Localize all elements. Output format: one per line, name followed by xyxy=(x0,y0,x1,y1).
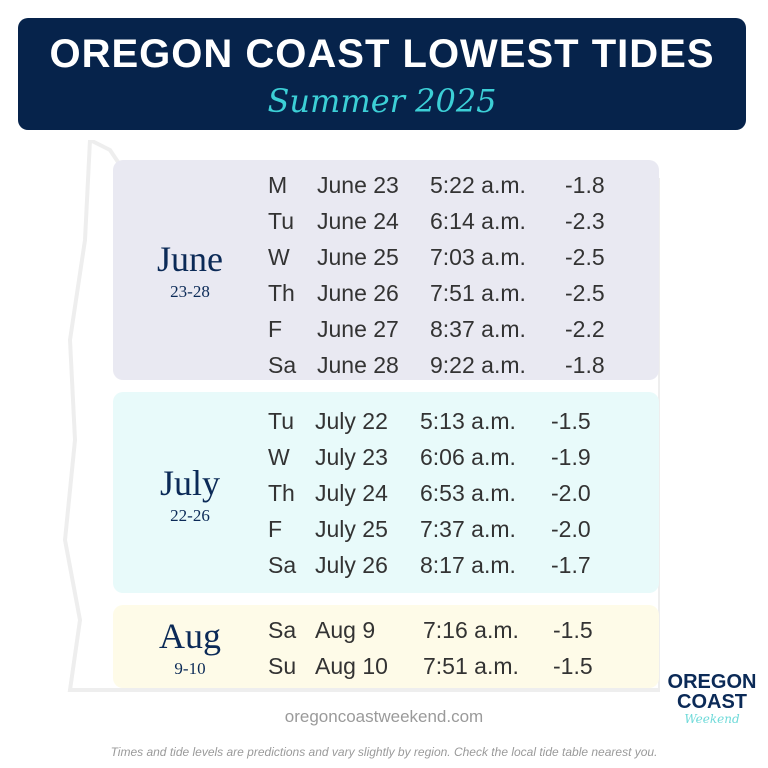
tide-day: Sa xyxy=(268,552,297,578)
page-subtitle: Summer 2025 xyxy=(267,82,497,120)
tide-day: Th xyxy=(268,480,295,506)
tide-date: June 26 xyxy=(317,280,399,306)
june-panel: June 23-28 M June 23 5:22 a.m. -1.8 Tu June 2… xyxy=(113,160,659,380)
tide-date: June 25 xyxy=(317,244,399,270)
tide-date: Aug 10 xyxy=(315,653,388,679)
tide-time: 8:37 a.m. xyxy=(430,316,526,342)
tide-row: F July 25 7:37 a.m. -2.0 xyxy=(113,510,659,546)
tide-level: -2.2 xyxy=(565,316,605,342)
tide-day: F xyxy=(268,316,283,342)
tide-time: 7:51 a.m. xyxy=(423,653,519,679)
tide-time: 9:22 a.m. xyxy=(430,352,526,378)
disclaimer-note: Times and tide levels are predictions an… xyxy=(110,745,658,759)
tide-level: -2.0 xyxy=(551,480,591,506)
tide-row: W June 25 7:03 a.m. -2.5 xyxy=(113,238,659,274)
tide-time: 5:13 a.m. xyxy=(420,408,516,434)
july-panel: July 22-26 Tu July 22 5:13 a.m. -1.5 W July 2… xyxy=(113,392,659,593)
month-label: July 22-26 xyxy=(113,462,267,526)
tide-level: -2.3 xyxy=(565,208,605,234)
month-range: 9-10 xyxy=(174,659,206,678)
tide-row: Tu July 22 5:13 a.m. -1.5 xyxy=(113,402,659,438)
tide-level: -1.5 xyxy=(553,617,593,643)
tide-time: 7:37 a.m. xyxy=(420,516,516,542)
tide-row: F June 27 8:37 a.m. -2.2 xyxy=(113,310,659,346)
tide-row: Sa June 28 9:22 a.m. -1.8 xyxy=(113,346,659,382)
tide-day: Tu xyxy=(268,208,294,234)
tide-level: -1.8 xyxy=(565,172,605,198)
logo-line: COAST xyxy=(677,691,747,713)
tide-date: June 23 xyxy=(317,172,399,198)
tide-date: June 27 xyxy=(317,316,399,342)
tide-time: 8:17 a.m. xyxy=(420,552,516,578)
tide-day: M xyxy=(268,172,288,198)
tide-row: Th June 26 7:51 a.m. -2.5 xyxy=(113,274,659,310)
august-panel: Aug 9-10 Sa Aug 9 7:16 a.m. -1.5 Su Aug 10 7:5… xyxy=(113,605,659,688)
tide-row: Su Aug 10 7:51 a.m. -1.5 xyxy=(113,647,659,683)
tide-day: F xyxy=(268,516,283,542)
tide-row: Sa Aug 9 7:16 a.m. -1.5 xyxy=(113,611,659,647)
tide-row: Th July 24 6:53 a.m. -2.0 xyxy=(113,474,659,510)
tide-time: 7:03 a.m. xyxy=(430,244,526,270)
tide-day: W xyxy=(268,244,290,270)
tide-time: 6:53 a.m. xyxy=(420,480,516,506)
oregon-coast-weekend-logo: OREGON COAST Weekend xyxy=(666,672,758,726)
tide-day: W xyxy=(268,444,290,470)
tide-level: -1.7 xyxy=(551,552,591,578)
tide-row: W July 23 6:06 a.m. -1.9 xyxy=(113,438,659,474)
header-banner: OREGON COAST LOWEST TIDES Summer 2025 xyxy=(18,18,746,130)
tide-date: June 24 xyxy=(317,208,399,234)
tide-row: Tu June 24 6:14 a.m. -2.3 xyxy=(113,202,659,238)
tide-time: 5:22 a.m. xyxy=(430,172,526,198)
tide-row: Sa July 26 8:17 a.m. -1.7 xyxy=(113,546,659,582)
tide-time: 6:06 a.m. xyxy=(420,444,516,470)
tide-date: July 24 xyxy=(315,480,388,506)
month-range: 23-28 xyxy=(170,282,210,301)
tide-date: Aug 9 xyxy=(315,617,376,643)
tide-day: Sa xyxy=(268,352,297,378)
tide-date: July 26 xyxy=(315,552,388,578)
month-label: Aug 9-10 xyxy=(113,615,267,679)
tide-day: Tu xyxy=(268,408,294,434)
tide-level: -2.0 xyxy=(551,516,591,542)
tide-date: July 22 xyxy=(315,408,388,434)
tide-date: July 23 xyxy=(315,444,388,470)
month-range: 22-26 xyxy=(170,506,210,525)
tide-time: 6:14 a.m. xyxy=(430,208,526,234)
tide-level: -1.8 xyxy=(565,352,605,378)
tide-date: June 28 xyxy=(317,352,399,378)
tide-level: -2.5 xyxy=(565,280,605,306)
tide-time: 7:51 a.m. xyxy=(430,280,526,306)
tide-row: M June 23 5:22 a.m. -1.8 xyxy=(113,166,659,202)
month-name: Aug xyxy=(159,616,221,656)
logo-line: Weekend xyxy=(684,712,740,726)
month-name: July xyxy=(159,463,220,503)
tide-day: Th xyxy=(268,280,295,306)
tide-date: July 25 xyxy=(315,516,388,542)
tide-level: -2.5 xyxy=(565,244,605,270)
tide-level: -1.5 xyxy=(553,653,593,679)
tide-level: -1.9 xyxy=(551,444,591,470)
month-name: June xyxy=(157,239,223,279)
website-url[interactable]: oregoncoastweekend.com xyxy=(284,707,484,726)
tide-day: Sa xyxy=(268,617,297,643)
page-title: OREGON COAST LOWEST TIDES xyxy=(49,32,715,76)
month-label: June 23-28 xyxy=(113,238,267,302)
tide-level: -1.5 xyxy=(551,408,591,434)
logo-line: OREGON xyxy=(667,671,757,693)
tide-time: 7:16 a.m. xyxy=(423,617,519,643)
tide-day: Su xyxy=(268,653,297,679)
